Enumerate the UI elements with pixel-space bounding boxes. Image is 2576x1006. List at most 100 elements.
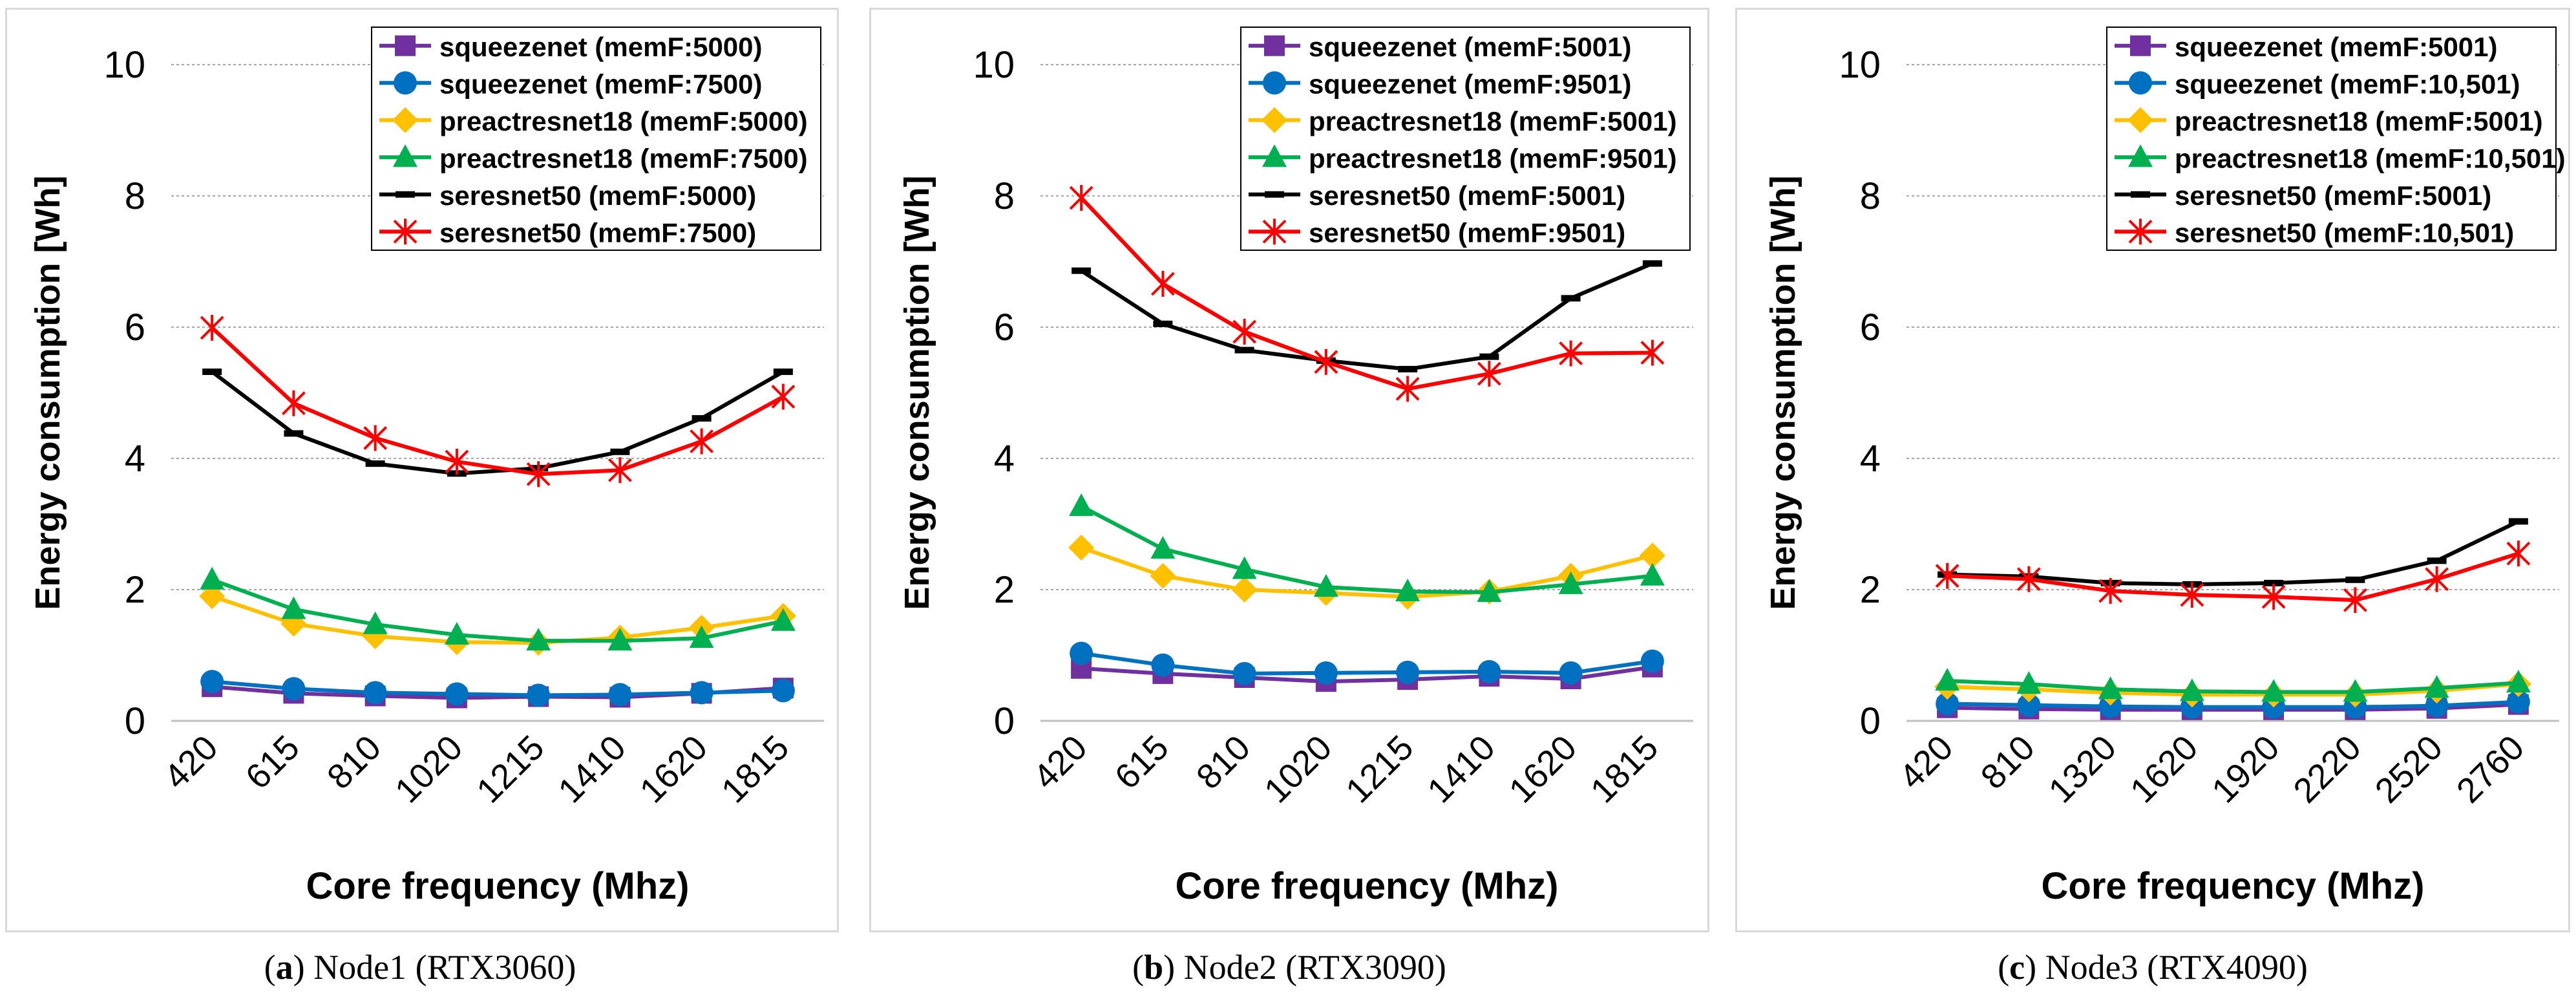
legend-marker <box>2129 71 2152 95</box>
caption-b-text: Node2 (RTX3090) <box>1183 948 1446 987</box>
y-tick-label: 0 <box>1860 700 1881 742</box>
legend-box <box>1240 27 1691 251</box>
caption-a-letter: a <box>275 948 293 987</box>
data-point <box>771 383 796 410</box>
y-tick-label: 8 <box>1860 175 1881 217</box>
x-tick-label: 420 <box>1026 728 1094 797</box>
series-line <box>1081 546 1653 599</box>
x-tick-label: 2760 <box>2449 728 2531 810</box>
legend-marker <box>1264 35 1285 56</box>
data-point <box>1559 340 1583 367</box>
series-line <box>1947 702 2519 712</box>
legend-marker <box>1262 219 1287 245</box>
legend-label: seresnet50 (memF:5001) <box>1309 180 1625 211</box>
data-point <box>689 625 714 648</box>
legend-label: preactresnet18 (memF:5000) <box>439 106 808 136</box>
series-line <box>1947 682 2519 697</box>
legend-label: preactresnet18 (memF:5001) <box>2175 106 2543 136</box>
data-point <box>1398 365 1418 372</box>
data-point <box>1314 348 1338 375</box>
data-point <box>607 628 633 651</box>
legend-marker <box>1265 191 1284 198</box>
legend-box <box>2106 27 2557 251</box>
data-point <box>1151 653 1175 677</box>
series-line <box>211 680 783 698</box>
data-point <box>2098 676 2123 700</box>
data-point <box>1559 661 1583 685</box>
data-point <box>2343 587 2367 614</box>
x-tick-label: 1215 <box>1338 728 1420 810</box>
series-line <box>1079 196 1652 391</box>
y-tick-label: 4 <box>994 438 1015 480</box>
series-star <box>1935 540 2531 614</box>
legend-label: seresnet50 (memF:5001) <box>2175 180 2491 211</box>
y-tick-label: 2 <box>1860 569 1881 611</box>
y-tick-label: 6 <box>125 306 145 348</box>
series-line <box>1081 651 1653 676</box>
data-point <box>2179 678 2204 701</box>
y-tick-label: 2 <box>994 569 1015 611</box>
data-point <box>1232 661 1256 685</box>
data-point <box>1479 353 1499 360</box>
legend-label: squeezenet (memF:9501) <box>1309 69 1632 99</box>
data-point <box>1558 571 1583 594</box>
data-point <box>2506 540 2531 567</box>
data-point <box>1231 577 1258 603</box>
legend-label: seresnet50 (memF:7500) <box>439 217 756 248</box>
legend-marker <box>2128 219 2153 245</box>
data-point <box>1072 267 1092 274</box>
data-point <box>2098 694 2122 718</box>
y-tick-label: 10 <box>1839 44 1881 86</box>
x-axis-title: Core frequency (Mhz) <box>2042 865 2425 907</box>
data-point <box>1395 376 1420 402</box>
y-tick-label: 10 <box>973 44 1015 86</box>
x-tick-label: 615 <box>1108 728 1176 797</box>
series-dash <box>202 369 793 477</box>
x-tick-label: 1620 <box>2123 728 2205 810</box>
x-tick-label: 1620 <box>633 728 715 810</box>
data-point <box>610 448 630 455</box>
legend-marker <box>1262 107 1287 133</box>
data-point <box>526 628 551 651</box>
data-point <box>200 670 224 694</box>
legend: squeezenet (memF:5001) squeezenet (memF:1… <box>2106 27 2566 251</box>
data-point <box>2017 693 2041 717</box>
caption-a-text: Node1 (RTX3060) <box>313 948 576 987</box>
data-point <box>1642 260 1662 267</box>
data-point <box>1150 271 1175 297</box>
x-axis-title: Core frequency (Mhz) <box>1176 865 1559 907</box>
y-tick-label: 6 <box>1860 306 1881 348</box>
series-triangle <box>1069 493 1665 603</box>
data-point <box>202 369 222 376</box>
data-point <box>1153 320 1173 327</box>
data-point <box>1070 641 1093 665</box>
legend-label: squeezenet (memF:10,501) <box>2175 69 2520 99</box>
data-point <box>200 315 224 341</box>
series-line <box>1080 261 1654 371</box>
data-point <box>1640 339 1665 366</box>
legend-marker <box>393 144 417 167</box>
data-point <box>1935 562 1959 589</box>
data-point <box>2424 675 2449 698</box>
data-point <box>771 679 795 703</box>
data-point <box>2261 679 2286 702</box>
data-point <box>365 460 385 467</box>
data-point <box>2264 579 2284 586</box>
caption-b-letter: b <box>1144 948 1164 987</box>
legend-label: squeezenet (memF:5001) <box>1309 32 1632 62</box>
data-point <box>1069 493 1094 517</box>
series-circle <box>200 670 795 707</box>
data-point <box>281 596 306 619</box>
data-point <box>2425 566 2449 592</box>
x-tick-label: 1620 <box>1502 728 1584 810</box>
series-star <box>1069 185 1665 402</box>
y-tick-label: 8 <box>125 175 145 217</box>
data-point <box>770 608 796 631</box>
x-tick-label: 1020 <box>388 728 470 810</box>
legend-marker <box>394 71 417 95</box>
data-point <box>1150 562 1176 589</box>
data-point <box>1936 692 1959 716</box>
series-triangle <box>1935 668 2531 702</box>
data-point <box>2180 582 2204 608</box>
